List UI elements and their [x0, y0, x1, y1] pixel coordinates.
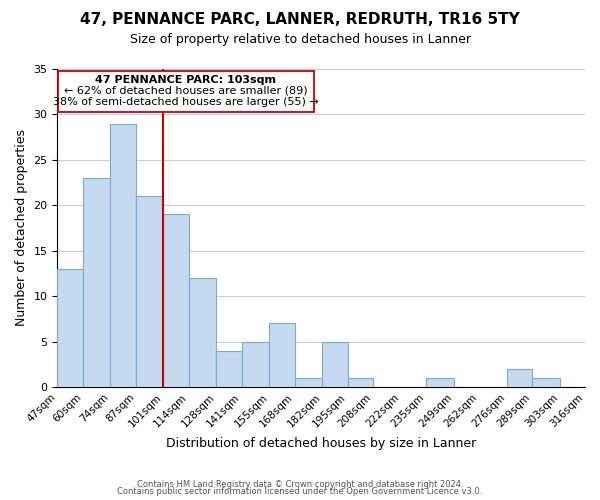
Bar: [58, 269, 83, 387]
Bar: [269, 324, 295, 387]
Text: ← 62% of detached houses are smaller (89): ← 62% of detached houses are smaller (89…: [64, 86, 308, 96]
Bar: [189, 278, 216, 387]
Bar: [322, 342, 347, 387]
X-axis label: Distribution of detached houses by size in Lanner: Distribution of detached houses by size …: [166, 437, 476, 450]
Text: 47, PENNANCE PARC, LANNER, REDRUTH, TR16 5TY: 47, PENNANCE PARC, LANNER, REDRUTH, TR16…: [80, 12, 520, 28]
Text: Contains HM Land Registry data © Crown copyright and database right 2024.: Contains HM Land Registry data © Crown c…: [137, 480, 463, 489]
Text: 38% of semi-detached houses are larger (55) →: 38% of semi-detached houses are larger (…: [53, 96, 319, 106]
Text: Contains public sector information licensed under the Open Government Licence v3: Contains public sector information licen…: [118, 488, 482, 496]
Y-axis label: Number of detached properties: Number of detached properties: [15, 130, 28, 326]
Bar: [506, 369, 532, 387]
FancyBboxPatch shape: [58, 71, 314, 112]
Bar: [83, 178, 110, 387]
Bar: [163, 214, 189, 387]
Bar: [426, 378, 454, 387]
Bar: [347, 378, 373, 387]
Bar: [216, 350, 242, 387]
Bar: [242, 342, 269, 387]
Text: Size of property relative to detached houses in Lanner: Size of property relative to detached ho…: [130, 32, 470, 46]
Text: 47 PENNANCE PARC: 103sqm: 47 PENNANCE PARC: 103sqm: [95, 75, 277, 85]
Bar: [532, 378, 560, 387]
Bar: [110, 124, 136, 387]
Bar: [136, 196, 163, 387]
Bar: [295, 378, 322, 387]
